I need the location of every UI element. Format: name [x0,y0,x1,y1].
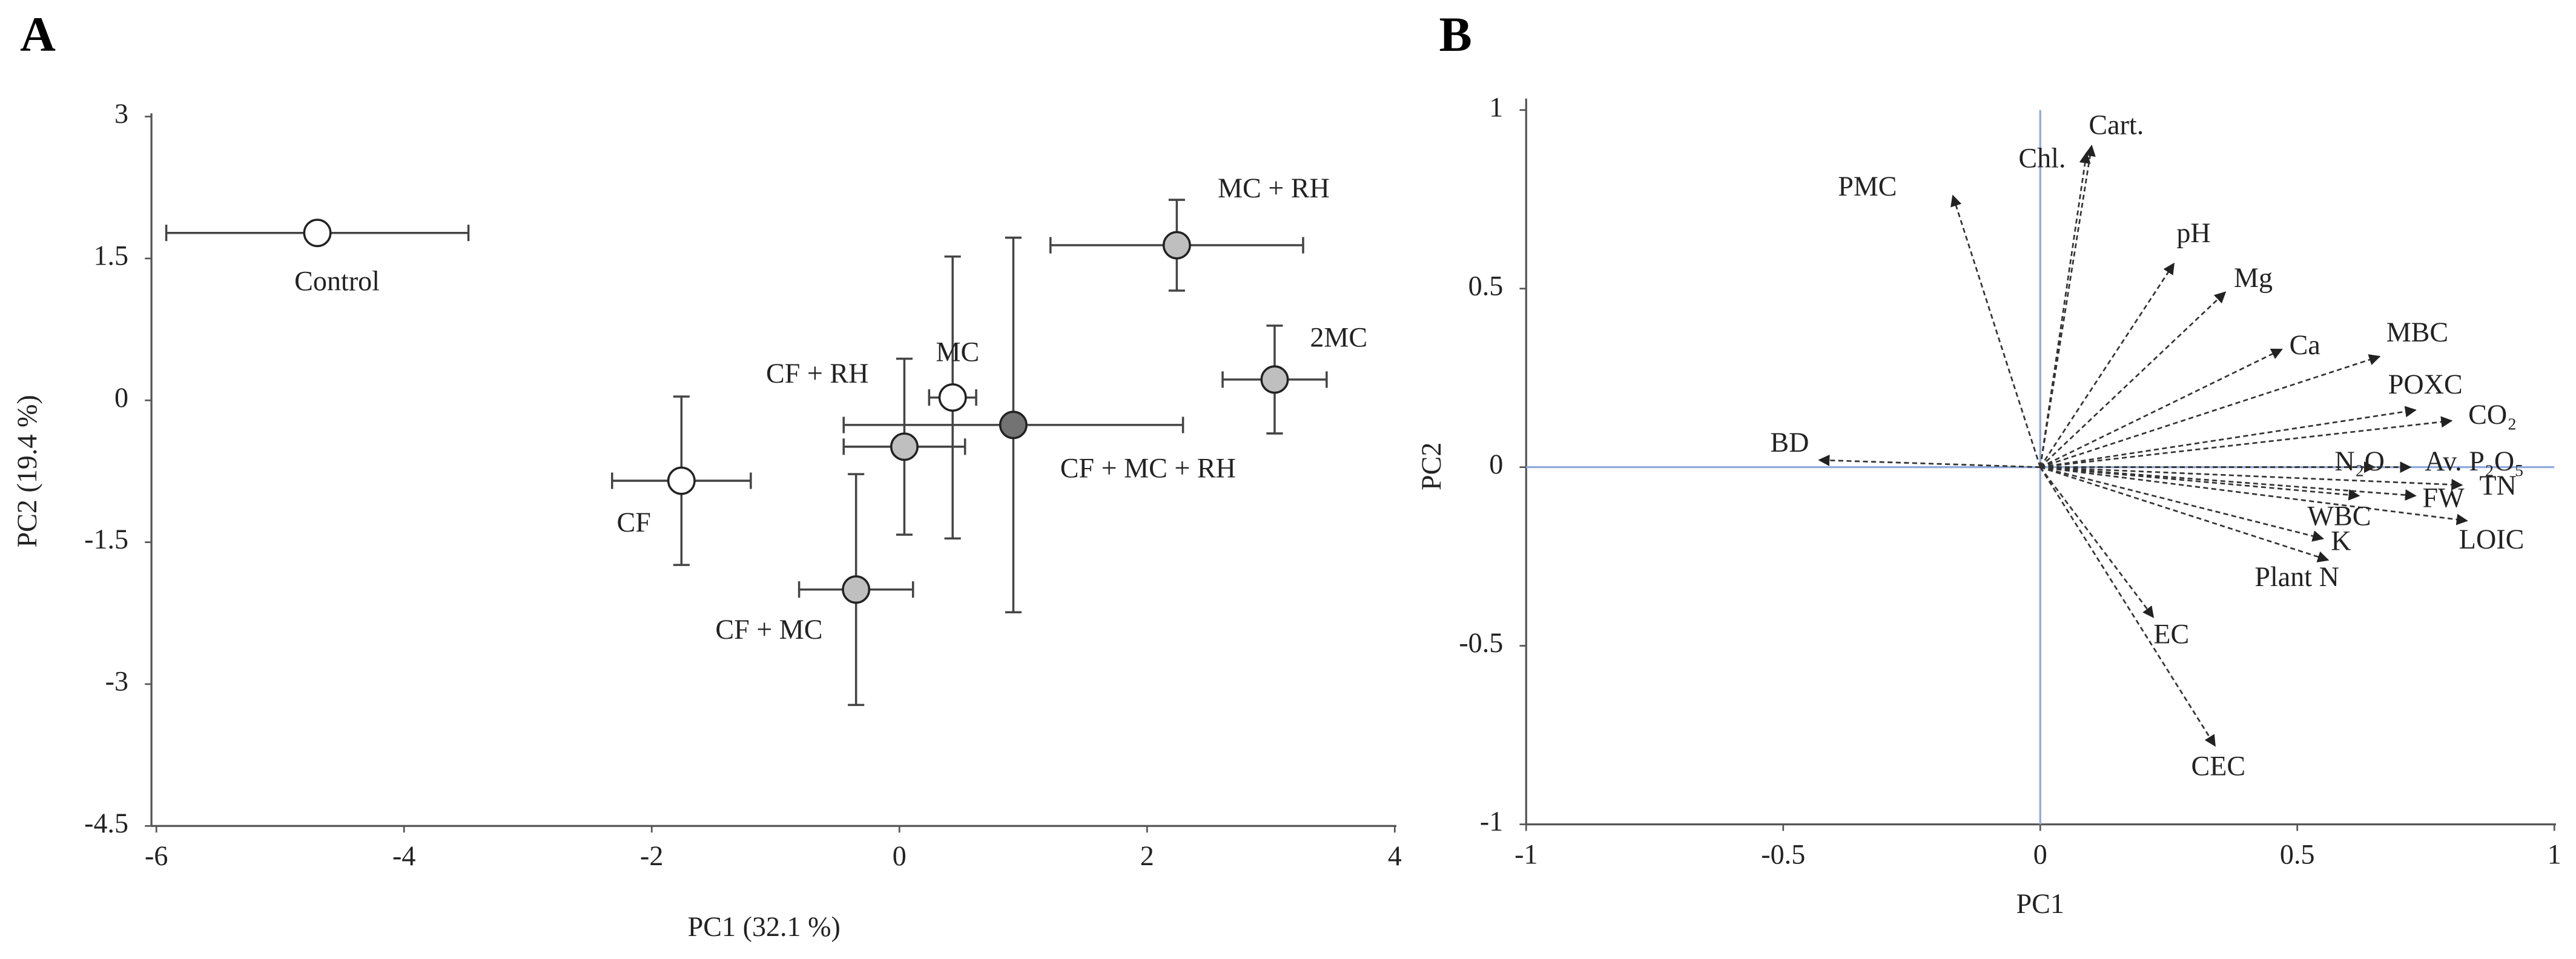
y-tick-label: -4.5 [84,808,128,839]
loading-vector [2039,354,2381,468]
loading-vector [2039,466,2325,542]
loading-vector [2040,466,2468,526]
loading-vector [2039,466,2330,562]
y-tick-label: 0.5 [1468,270,1504,301]
loading-vector [1950,194,2041,468]
vector-label: EC [2153,619,2189,650]
vector-label: K [2331,525,2351,556]
vector-label: pH [2176,217,2210,248]
vector-label: Ca [2290,329,2320,360]
point-label: Control [294,265,380,296]
loading-vector [1818,454,2041,469]
point-label: 2MC [1310,321,1367,352]
y-tick-label: 3 [114,98,128,129]
loading-vector [2040,416,2453,469]
vector-label: FW [2423,483,2465,513]
loading-vector [2039,466,2155,618]
point [938,383,967,412]
point-label: CF + RH [766,358,868,389]
x-tick-label: -4 [392,840,415,871]
x-tick-label: -0.5 [1761,839,1805,869]
vector-label: TN [2479,470,2516,501]
vector-label: Av. P₂O₅ [2425,446,2524,476]
vector-label: LOIC [2459,524,2525,555]
point [890,432,919,461]
loading-vector [2039,291,2227,468]
x-axis-label: PC1 (32.1 %) [688,911,841,942]
vector-label: Chl. [2018,143,2066,174]
vector-label: PMC [1838,171,1897,202]
y-tick-label: 0 [1489,449,1503,480]
x-tick-label: 0 [2033,839,2047,869]
point [303,219,332,248]
vector-label: BD [1770,427,1809,458]
x-tick-label: -6 [145,840,168,871]
point [667,466,696,495]
vector-label: CO₂ [2468,399,2517,430]
loading-vector [2040,406,2417,468]
vector-label: N₂O [2334,446,2385,476]
point [842,575,871,604]
vector-label: Cart. [2089,109,2144,140]
point-label: CF + MC + RH [1060,452,1236,483]
y-axis-label: PC2 (19.4 %) [12,395,42,547]
vector-label: WBC [2308,500,2371,531]
panel-label: A [20,7,56,62]
loading-vector [2040,466,2360,501]
x-tick-label: 1 [2548,839,2561,869]
loading-vector [2039,348,2283,468]
point-label: MC [936,337,979,367]
x-tick-label: 0.5 [2280,839,2315,869]
vector-label: Mg [2234,262,2273,293]
loading-vector [2039,262,2175,468]
point [1260,365,1289,394]
point [999,410,1028,440]
x-tick-label: 0 [893,840,907,871]
x-axis-label: PC1 [2016,888,2064,919]
loading-vector [2040,466,2463,490]
y-tick-label: 0 [114,382,128,413]
loading-vector [2039,151,2091,467]
vector-label: MBC [2386,317,2448,348]
y-tick-label: -1.5 [84,524,128,555]
point-label: MC + RH [1218,173,1330,203]
x-tick-label: -2 [640,840,663,871]
y-tick-label: 1.5 [93,240,128,271]
y-axis-label: PC2 [1416,443,1447,490]
point-label: CF [616,507,650,538]
y-tick-label: -3 [105,666,128,697]
point-label: CF + MC [715,614,822,645]
vector-label: POXC [2388,369,2463,400]
x-tick-label: -1 [1514,839,1537,869]
vector-label: CEC [2191,750,2245,781]
point [1162,231,1191,260]
panel-label: B [1439,7,1472,62]
y-tick-label: -0.5 [1459,627,1503,658]
x-tick-label: 4 [1388,840,1402,871]
y-tick-label: -1 [1480,806,1503,837]
x-tick-label: 2 [1140,840,1154,871]
y-tick-label: 1 [1489,91,1503,122]
vector-label: Plant N [2254,561,2339,592]
loading-vector [2039,466,2216,747]
loading-vector [2039,144,2096,467]
